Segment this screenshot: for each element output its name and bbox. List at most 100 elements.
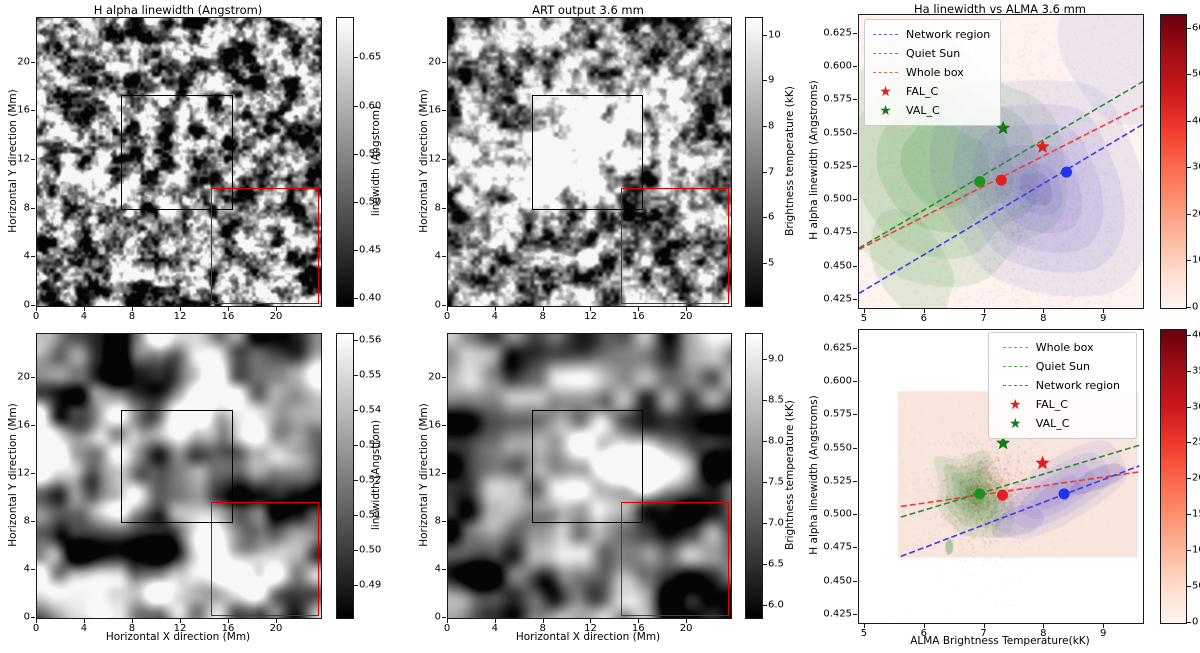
- halpha-smooth-plot-area: [36, 333, 322, 619]
- colorbar-tick-label: 40: [1192, 115, 1200, 127]
- red-box-overlay: [621, 187, 729, 305]
- x-tick-label: 0: [32, 623, 40, 634]
- legend: Network region Quiet Sun Whole box ★ FAL_C ★ V…: [864, 19, 1002, 126]
- x-tick-mark: [227, 619, 229, 623]
- y-tick-label: 12: [428, 467, 441, 479]
- colorbar-art-smooth: [745, 333, 763, 619]
- fit-line-whole-box: [900, 471, 1140, 508]
- x-tick-mark: [923, 624, 925, 628]
- legend-entry: Quiet Sun: [1002, 357, 1120, 376]
- y-tick-label: 0.425: [823, 608, 852, 620]
- x-tick-label: 4: [491, 311, 498, 322]
- x-tick-label: 8: [128, 623, 136, 634]
- x-tick-mark: [863, 309, 865, 313]
- x-tick-mark: [494, 619, 496, 623]
- black-box-overlay: [531, 409, 644, 524]
- legend-entry-label: Whole box: [906, 66, 964, 79]
- red-box-overlay: [210, 187, 319, 305]
- x-tick-label: 16: [631, 623, 645, 634]
- x-tick-mark: [1103, 624, 1105, 628]
- colorbar-tick-mark: [354, 410, 358, 412]
- y-tick-label: 8: [434, 202, 441, 214]
- marker-network-region-mean: [1058, 488, 1070, 500]
- legend-entry-label: Network region: [1035, 379, 1120, 392]
- x-tick-mark: [179, 619, 181, 623]
- colorbar-tick-mark: [1187, 307, 1191, 308]
- halpha-map-plot-area: [36, 17, 322, 307]
- x-tick-label: 0: [32, 311, 40, 322]
- colorbar-tick-mark: [1187, 406, 1191, 408]
- y-tick-mark: [853, 265, 857, 267]
- x-tick-mark: [36, 619, 37, 623]
- colorbar-tick-label: 150: [1192, 508, 1200, 520]
- x-tick-label: 9: [1099, 628, 1107, 639]
- legend-entry-label: VAL_C: [1035, 417, 1070, 430]
- colorbar-tick-mark: [763, 126, 767, 128]
- colorbar-tick-label: 50: [1192, 580, 1200, 592]
- colorbar-tick-mark: [1187, 370, 1191, 372]
- x-tick-label: 7: [980, 628, 987, 639]
- x-tick-mark: [542, 307, 544, 311]
- marker-quiet-sun-mean: [974, 488, 986, 500]
- colorbar-tick-mark: [1187, 74, 1191, 76]
- marker-fal_c: [1035, 139, 1050, 153]
- colorbar-tick-mark: [763, 563, 767, 565]
- y-tick-mark: [853, 132, 857, 134]
- marker-quiet-sun-mean: [974, 175, 986, 187]
- legend-entry: Whole box: [873, 63, 990, 82]
- y-tick-label: 0: [434, 299, 441, 311]
- colorbar-tick-mark: [763, 217, 767, 219]
- art-map-canvas: [448, 18, 731, 306]
- dashed-line-swatch-icon: [873, 34, 898, 35]
- colorbar-tick-mark: [354, 515, 358, 517]
- x-tick-label: 0: [443, 623, 451, 634]
- colorbar-tick-label: 6.0: [768, 599, 784, 611]
- x-tick-mark: [1103, 309, 1105, 313]
- y-tick-mark: [853, 65, 857, 67]
- y-tick-mark: [442, 425, 446, 427]
- y-tick-mark: [853, 414, 857, 416]
- x-tick-label: 8: [539, 311, 546, 322]
- colorbar-tick-label: 300: [1192, 401, 1200, 413]
- colorbar-tick-label: 9: [768, 74, 775, 86]
- x-tick-label: 8: [1040, 628, 1047, 639]
- legend-entry-label: FAL_C: [1035, 398, 1068, 411]
- colorbar-tick-mark: [1187, 586, 1191, 588]
- black-box-overlay: [531, 94, 644, 210]
- marker-whole-box-mean: [995, 174, 1007, 186]
- legend-entry-label: Whole box: [1035, 341, 1094, 354]
- y-tick-mark: [853, 299, 857, 300]
- y-tick-label: 0.475: [823, 226, 852, 238]
- legend-entry: ★ VAL_C: [873, 101, 990, 120]
- x-axis-label: Horizontal X direction (Mm): [105, 631, 251, 643]
- x-tick-label: 16: [631, 311, 645, 322]
- legend-entry-label: Quiet Sun: [906, 47, 961, 60]
- x-tick-label: 4: [80, 623, 88, 634]
- y-tick-label: 0.625: [823, 342, 852, 354]
- colorbar-tick-mark: [1187, 514, 1191, 516]
- y-tick-mark: [442, 158, 446, 160]
- colorbar-halpha-smooth: [336, 333, 354, 619]
- y-tick-mark: [853, 232, 857, 234]
- y-tick-mark: [853, 32, 857, 34]
- legend-entry-label: Quiet Sun: [1035, 360, 1090, 373]
- y-tick-label: 0: [23, 611, 30, 623]
- x-tick-mark: [275, 307, 277, 311]
- scatter-vector-overlay: [859, 80, 1143, 295]
- colorbar-tick-label: 8: [768, 120, 775, 132]
- y-tick-label: 4: [434, 563, 441, 575]
- y-tick-label: 0.425: [823, 293, 852, 305]
- x-tick-label: 20: [679, 311, 693, 322]
- y-tick-label: 0: [434, 611, 441, 623]
- panel-title-scatter-top: Ha linewidth vs ALMA 3.6 mm: [914, 2, 1086, 16]
- scatter-vector-overlay: [900, 435, 1140, 558]
- x-tick-label: 16: [221, 311, 235, 322]
- y-tick-mark: [442, 473, 446, 475]
- x-tick-label: 8: [1040, 313, 1047, 324]
- x-tick-label: 0: [443, 311, 451, 322]
- legend-entry: Network region: [1002, 376, 1120, 395]
- fit-line-quiet-sun: [900, 444, 1140, 518]
- colorbar-tick-mark: [1187, 478, 1191, 480]
- y-tick-mark: [853, 347, 857, 349]
- colorbar-tick-mark: [1187, 27, 1191, 29]
